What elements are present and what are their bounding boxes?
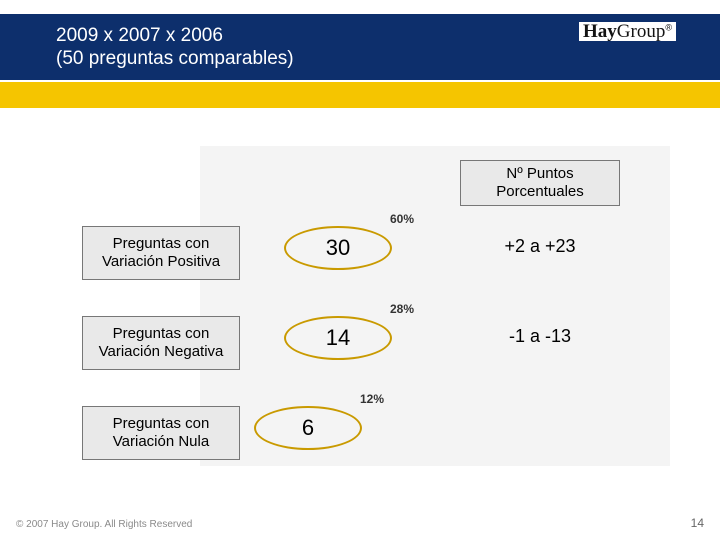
row-points-positive: +2 a +23 xyxy=(480,236,600,257)
row-count-negative-value: 14 xyxy=(326,325,350,351)
row-count-null-value: 6 xyxy=(302,415,314,441)
slide-title: 2009 x 2007 x 2006 xyxy=(56,24,664,48)
row-count-positive-value: 30 xyxy=(326,235,350,261)
row-count-null: 6 xyxy=(254,406,362,450)
row-pct-null: 12% xyxy=(360,392,384,406)
row-count-negative: 14 xyxy=(284,316,392,360)
row-pct-positive: 60% xyxy=(390,212,414,226)
logo-hay-text: Hay xyxy=(583,21,617,42)
row-label-positive: Preguntas con Variación Positiva xyxy=(82,226,240,280)
points-column-header: Nº Puntos Porcentuales xyxy=(460,160,620,206)
row-label-negative: Preguntas con Variación Negativa xyxy=(82,316,240,370)
row-pct-negative: 28% xyxy=(390,302,414,316)
row-label-null: Preguntas con Variación Nula xyxy=(82,406,240,460)
logo-registered-icon: ® xyxy=(665,23,672,33)
slide-subtitle: (50 preguntas comparables) xyxy=(56,48,664,70)
copyright-footer: © 2007 Hay Group. All Rights Reserved xyxy=(16,519,192,530)
row-points-negative: -1 a -13 xyxy=(480,326,600,347)
logo-group-text: Group xyxy=(617,21,666,42)
page-number: 14 xyxy=(691,516,704,530)
haygroup-logo: HayGroup® xyxy=(579,22,676,41)
row-count-positive: 30 xyxy=(284,226,392,270)
accent-band xyxy=(0,82,720,108)
